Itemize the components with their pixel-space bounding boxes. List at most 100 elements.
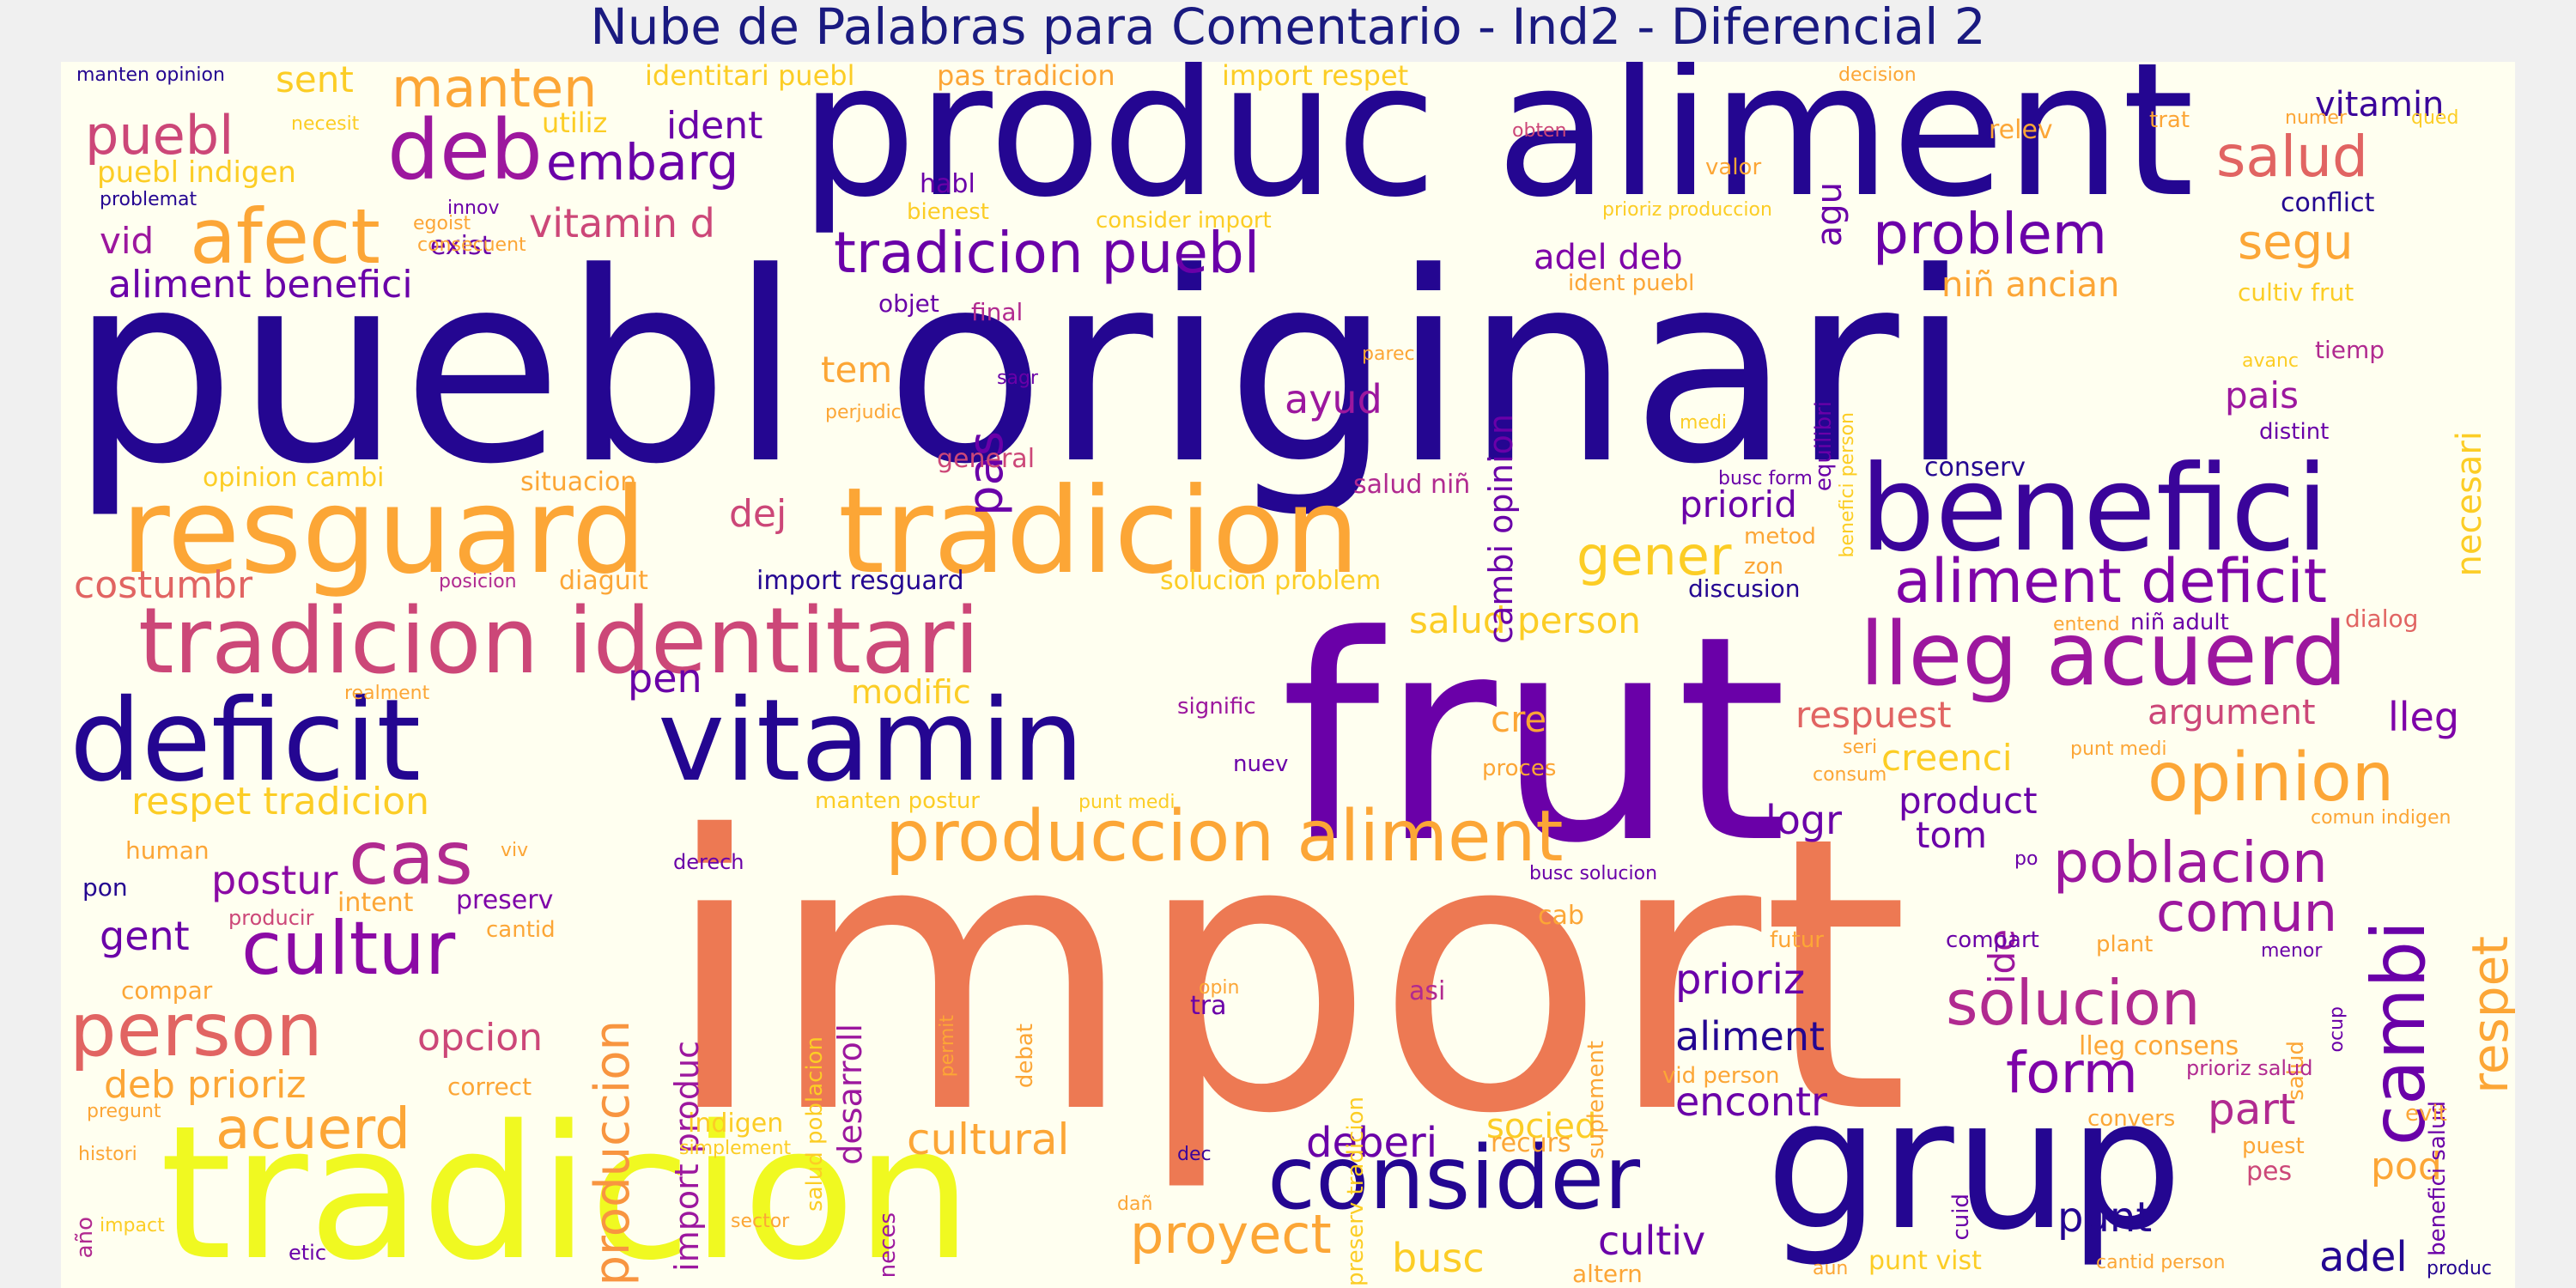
cloud-word: indigen [688,1109,784,1139]
cloud-word: sector [731,1211,790,1232]
cloud-word: cuid [1948,1194,1974,1241]
cloud-word: final [971,298,1024,326]
cloud-word: desarroll [831,1024,869,1165]
cloud-word: comun [2156,881,2338,944]
cloud-word: benefici person [1837,412,1858,558]
cloud-word: form [2006,1040,2138,1106]
cloud-word: diaguit [559,566,648,596]
cloud-word: produc [2427,1258,2492,1279]
cloud-word: obten [1512,120,1567,142]
cloud-word: gent [100,913,190,959]
cloud-word: problem [1873,201,2108,267]
cloud-word: deb [387,102,543,198]
cloud-word: respet tradicion [131,780,430,823]
cloud-word: respet [2461,936,2515,1094]
cloud-word: menor [2261,940,2323,962]
cloud-word: aliment [1675,1013,1826,1060]
cloud-word: cultural [907,1115,1070,1164]
cloud-word: produccion [585,1020,641,1286]
cloud-word: pas tradicion [937,62,1115,92]
cloud-word: proces [1482,756,1557,781]
cloud-word: consider import [1096,208,1272,234]
cloud-word: preserv tradicion [1343,1097,1369,1286]
cloud-word: salud [2216,124,2368,190]
cloud-word: conflict [2281,188,2375,218]
cloud-word: tra [1190,991,1227,1021]
cloud-word: cantid person [2096,1252,2226,1273]
cloud-word: encontr [1675,1078,1827,1125]
cloud-word: produc aliment [799,62,2195,238]
cloud-word: plant [2096,932,2154,957]
cloud-word: nuev [1233,751,1289,777]
cloud-word: postur [211,857,338,903]
cloud-word: salud poblacion [802,1036,828,1212]
cloud-word: zon [1744,554,1784,580]
cloud-word: proyect [1130,1203,1332,1266]
cloud-word: import resguard [756,566,964,596]
cloud-word: opin [1199,977,1240,999]
cloud-word: produccion aliment [885,796,1564,878]
cloud-word: consecuent [417,234,526,256]
cloud-word: manten opinion [76,64,225,86]
cloud-word: exist [430,231,492,261]
cloud-word: lleg [2388,694,2460,740]
cloud-word: segu [2238,215,2354,270]
cloud-word: seri [1843,737,1878,758]
cloud-word: pes [2246,1157,2293,1187]
cloud-word: frut [1280,575,1788,905]
cloud-word: cas [349,816,473,902]
cloud-word: puebl originari [70,216,1972,521]
cloud-word: tradicion [838,462,1360,600]
cloud-word: pregunt [87,1101,161,1122]
cloud-word: consider [1267,1127,1641,1230]
cloud-word: poblacion [2053,829,2328,896]
cloud-word: creenci [1881,737,2013,779]
cloud-word: dialog [2345,605,2419,633]
cloud-word: qued [2411,107,2459,129]
cloud-word: respuest [1795,694,1952,736]
cloud-word: parec [1362,343,1415,365]
cloud-word: pod [2371,1145,2442,1188]
cloud-word: sagr [997,368,1038,389]
cloud-word: costumbr [74,563,253,607]
cloud-word: simplement [679,1138,792,1159]
cloud-word: identitari puebl [645,62,855,92]
cloud-word: opcion [417,1016,544,1060]
cloud-word: innov [447,197,500,219]
cloud-word: relev [1989,115,2053,145]
cloud-word: benefici [1860,440,2330,578]
cloud-word: producir [228,906,314,930]
cloud-word: solucion [1946,967,2201,1039]
cloud-word: cambi opinion [1482,414,1520,644]
cloud-word: prioriz [1675,956,1806,1004]
word-cloud: puebl originari import frut produc alime… [61,62,2515,1288]
cloud-word: ocup [2326,1006,2348,1053]
cloud-word: medi [1680,412,1728,434]
cloud-word: egoist [413,213,471,234]
cloud-word: vitamin [2315,85,2445,125]
cloud-word: habl [920,169,975,199]
cloud-word: correct [447,1072,532,1101]
cloud-word: equilibri [1811,401,1837,492]
cloud-word: impact [100,1215,165,1236]
cloud-word: gener [1577,525,1732,587]
cloud-word: dec [1177,1144,1212,1165]
cloud-word: evit [2405,1101,2447,1127]
cloud-word: cab [1538,901,1584,931]
cloud-word: conserv [1924,453,2026,483]
cloud-word: punt medi [1078,792,1176,813]
cloud-word: niñ adult [2130,610,2229,635]
cloud-word: pais [2225,374,2299,416]
cloud-word: bienest [907,199,989,225]
cloud-word: prioriz produccion [1602,199,1772,221]
cloud-word: signific [1177,694,1256,720]
cloud-word: pen [628,655,702,702]
cloud-word: general [937,444,1036,474]
cloud-word: metod [1744,524,1816,550]
cloud-word: tom [1916,814,1988,856]
cloud-word: resguard [121,462,647,600]
cloud-word: vitamin d [529,200,715,246]
cloud-word: busc solucion [1529,863,1658,884]
cloud-word: aliment deficit [1894,546,2328,617]
cloud-word: grup [1765,1060,2184,1270]
